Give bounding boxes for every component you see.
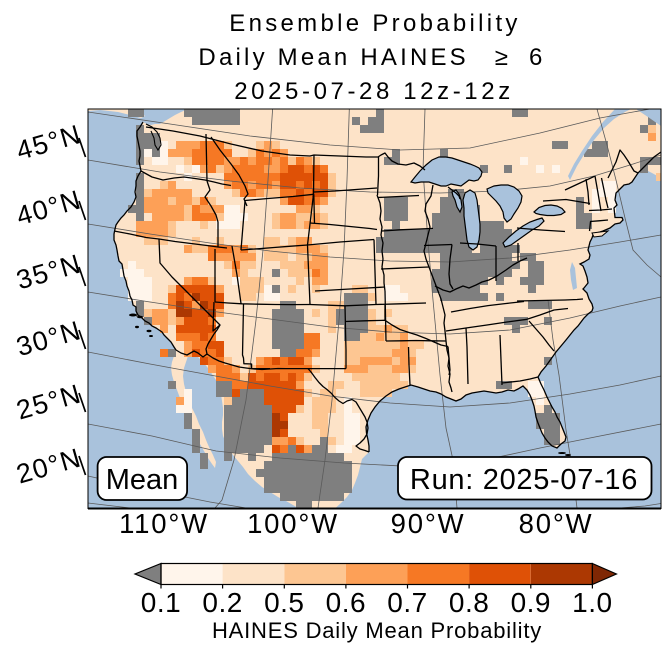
svg-text:40°N: 40°N [13,184,85,231]
svg-text:2025-07-28 12z-12z: 2025-07-28 12z-12z [234,78,514,105]
svg-text:0.9: 0.9 [511,587,551,618]
svg-text:Mean: Mean [106,464,179,496]
svg-text:35°N: 35°N [13,248,85,295]
svg-text:110°W: 110°W [119,508,209,539]
svg-text:0.7: 0.7 [387,587,427,618]
svg-text:0.6: 0.6 [326,587,366,618]
svg-text:0.5: 0.5 [264,587,304,618]
svg-text:100°W: 100°W [247,508,339,539]
svg-text:80°W: 80°W [519,508,594,539]
svg-text:0.8: 0.8 [449,587,489,618]
svg-text:30°N: 30°N [13,315,85,362]
svg-text:0.2: 0.2 [202,587,242,618]
svg-text:45°N: 45°N [13,119,85,166]
svg-text:HAINES Daily Mean Probability: HAINES Daily Mean Probability [212,618,542,643]
svg-text:90°W: 90°W [391,508,466,539]
svg-text:0.1: 0.1 [141,587,181,618]
svg-text:20°N: 20°N [13,442,85,489]
svg-text:Daily Mean HAINES ≥ 6: Daily Mean HAINES ≥ 6 [198,44,545,71]
svg-text:Run: 2025-07-16: Run: 2025-07-16 [410,464,638,496]
svg-text:1.0: 1.0 [572,587,612,618]
svg-text:25°N: 25°N [13,378,85,425]
svg-text:Ensemble Probability: Ensemble Probability [229,10,520,37]
